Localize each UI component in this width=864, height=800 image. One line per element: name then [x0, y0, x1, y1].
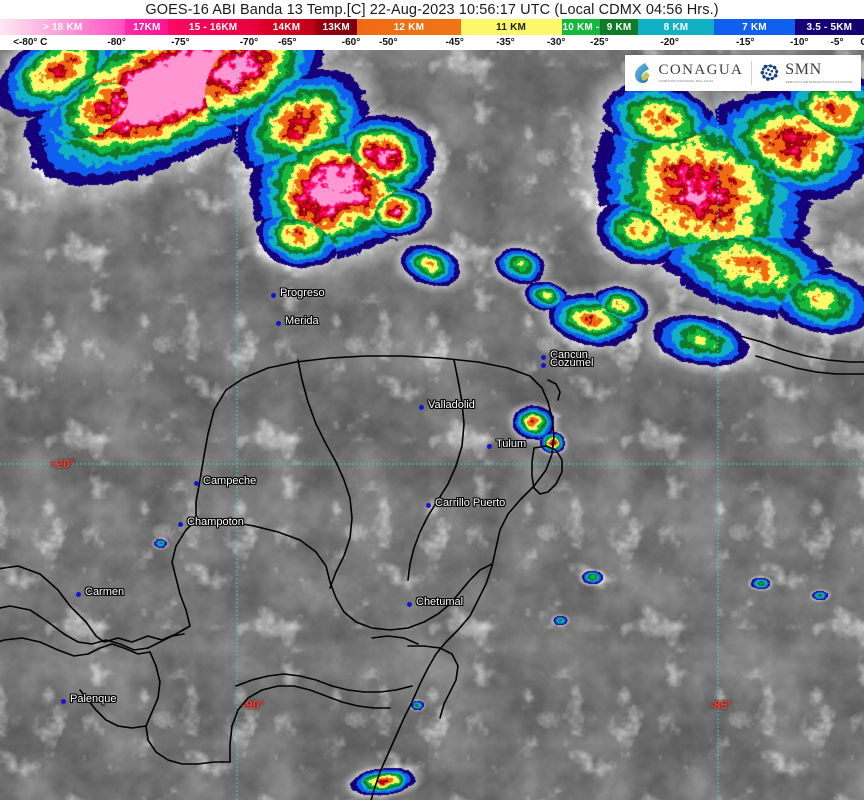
infrared-cloud-imagery — [0, 50, 864, 800]
color-scale-legend: > 18 KM 17KM 15 - 16KM 14KM 13KM 12 KM 11 KM 10… — [0, 19, 864, 50]
temperature-tick: -80° — [107, 37, 126, 48]
city-dot-icon — [540, 354, 546, 360]
legend-swatch: 11 KM — [460, 19, 562, 35]
temperature-tick: -30° — [546, 37, 566, 48]
temperature-tick: C — [860, 35, 864, 50]
city-label: Valladolid — [428, 399, 475, 411]
city-label: Tulum — [496, 438, 527, 450]
satellite-image-area: Progreso Merida Valladolid Cancun Cozumel Tul… — [0, 50, 864, 800]
temperature-tick: -65° — [278, 37, 297, 48]
image-title-bar: GOES-16 ABI Banda 13 Temp.[C] 22-Aug-202… — [0, 0, 864, 19]
city-dot-icon — [486, 443, 492, 449]
city-dot-icon — [75, 591, 81, 597]
conagua-logo: CONAGUA COMISIÓN NACIONAL DEL AGUA — [633, 62, 743, 84]
conagua-logo-text: CONAGUA COMISIÓN NACIONAL DEL AGUA — [658, 61, 744, 83]
legend-swatch: > 18 KM — [0, 19, 126, 35]
conagua-subtitle: COMISIÓN NACIONAL DEL AGUA — [658, 78, 714, 83]
city-dot-icon — [275, 320, 281, 326]
city-label: Cozumel — [550, 357, 594, 369]
page-title: GOES-16 ABI Banda 13 Temp.[C] 22-Aug-202… — [145, 1, 719, 18]
graticule-label: -90° — [241, 698, 265, 712]
graticule-label: -85° — [709, 698, 733, 712]
altitude-color-bar: > 18 KM 17KM 15 - 16KM 14KM 13KM 12 KM 11 KM 10… — [0, 19, 864, 35]
geographic-boundaries-overlay — [0, 50, 864, 800]
legend-swatch: 10 KM - — [561, 19, 601, 35]
logo-divider — [751, 61, 753, 85]
smn-subtitle: SERVICIO METEOROLÓGICO NACIONAL — [785, 79, 853, 84]
smn-logo-text: SMN SERVICIO METEOROLÓGICO NACIONAL — [785, 60, 853, 85]
city-dot-icon — [177, 521, 183, 527]
legend-swatch: 9 KM — [600, 19, 638, 35]
conagua-name: CONAGUA — [658, 61, 744, 78]
city-dot-icon — [540, 362, 546, 368]
city-label: Chetumal — [416, 596, 464, 608]
city-label: Progreso — [280, 287, 325, 299]
city-label: Carrillo Puerto — [435, 497, 506, 509]
city-label: Cancun — [550, 349, 588, 361]
city-label: Merida — [285, 315, 319, 327]
temperature-tick: -25° — [590, 37, 609, 48]
smn-logo: SMN SERVICIO METEOROLÓGICO NACIONAL — [760, 60, 853, 85]
city-label: Campeche — [203, 475, 257, 487]
temperature-tick: -70° — [239, 37, 259, 48]
legend-swatch: 14KM — [257, 19, 316, 35]
graticule-label: +20° — [49, 457, 75, 471]
temperature-tick: -35° — [496, 37, 515, 48]
city-dot-icon — [406, 601, 412, 607]
temperature-tick: -45° — [445, 37, 464, 48]
temperature-tick: -60° — [341, 37, 361, 48]
temperature-tick: -50° — [379, 37, 398, 48]
spiral-glyph-icon — [760, 64, 779, 81]
legend-swatch: 12 KM — [357, 19, 461, 35]
temperature-scale: <-80° C -80° -75° -70° -65° -60° -50° -45° -35° -… — [0, 35, 864, 50]
city-dot-icon — [270, 292, 276, 298]
temperature-tick: <-80° C — [13, 37, 48, 48]
legend-swatch: 8 KM — [637, 19, 715, 35]
temperature-tick: -15° — [735, 37, 755, 48]
water-leaf-icon — [635, 63, 650, 83]
legend-swatch: 13KM — [315, 19, 358, 35]
temperature-tick: -20° — [660, 37, 679, 48]
agency-logos: CONAGUA COMISIÓN NACIONAL DEL AGUA — [625, 55, 861, 91]
temperature-tick: -75° — [171, 37, 190, 48]
temperature-tick: -10° — [789, 37, 809, 48]
map-labels-overlay: Progreso Merida Valladolid Cancun Cozumel Tul… — [0, 50, 864, 800]
legend-swatch: 15 - 16KM — [168, 19, 258, 35]
city-dot-icon — [60, 698, 66, 704]
legend-swatch: 7 KM — [714, 19, 795, 35]
city-label: Carmen — [85, 586, 125, 598]
city-label: Palenque — [70, 693, 117, 705]
city-dot-icon — [418, 404, 424, 410]
city-label: Champoton — [187, 516, 244, 528]
city-dot-icon — [425, 502, 431, 508]
graticule-lines — [0, 50, 864, 800]
legend-swatch: 3.5 - 5KM — [794, 19, 864, 35]
coastlines-and-borders — [0, 335, 864, 800]
smn-name: SMN — [785, 60, 822, 78]
legend-swatch: 17KM — [125, 19, 169, 35]
city-dot-icon — [193, 480, 199, 486]
temperature-tick: -5° — [830, 37, 844, 48]
